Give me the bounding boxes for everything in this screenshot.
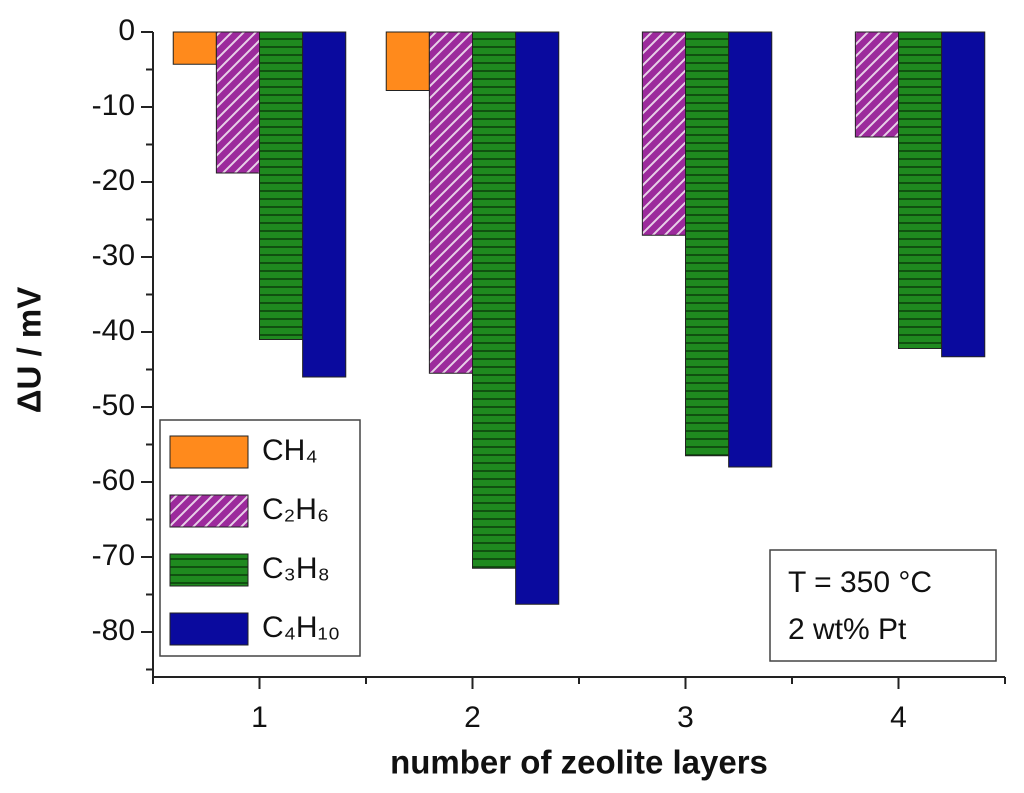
x-tick-label: 2: [464, 701, 481, 734]
bar: [428, 31, 473, 374]
y-tick-label: -60: [92, 464, 135, 497]
bar: [385, 31, 430, 91]
y-tick-label: -30: [92, 239, 135, 272]
x-tick-label: 3: [677, 701, 694, 734]
x-axis-label: number of zeolite layers: [390, 744, 768, 781]
annotation-box: [769, 549, 997, 662]
bar: [215, 31, 260, 174]
y-axis-label: ΔU / mV: [11, 287, 48, 413]
bar: [898, 31, 943, 349]
bar: [941, 31, 986, 358]
y-tick-label: 0: [118, 14, 135, 47]
y-tick-label: -50: [92, 389, 135, 422]
legend-swatch: [169, 435, 249, 469]
y-tick-label: -70: [92, 539, 135, 572]
legend-label: C₂H₆: [262, 493, 329, 526]
legend-label: CH₄: [262, 434, 318, 467]
legend-label: C₃H₈: [262, 552, 330, 585]
bar: [259, 31, 304, 340]
y-tick-label: -20: [92, 164, 135, 197]
bar: [472, 31, 517, 569]
y-tick-label: -10: [92, 89, 135, 122]
y-tick-label: -40: [92, 314, 135, 347]
bar: [302, 31, 347, 378]
bar: [641, 31, 686, 236]
x-tick-label: 4: [890, 701, 907, 734]
bar: [172, 31, 217, 65]
bar: [685, 31, 730, 457]
annotation-text: T = 350 °C: [788, 566, 932, 599]
legend-swatch: [169, 612, 249, 646]
bar: [854, 31, 899, 138]
legend-swatch: [169, 494, 249, 528]
y-tick-label: -80: [92, 614, 135, 647]
x-tick-label: 1: [251, 701, 268, 734]
bar: [515, 31, 560, 605]
bar: [728, 31, 773, 468]
legend-swatch: [169, 553, 249, 587]
legend-label: C₄H₁₀: [262, 611, 340, 644]
annotation-text: 2 wt% Pt: [788, 613, 907, 646]
